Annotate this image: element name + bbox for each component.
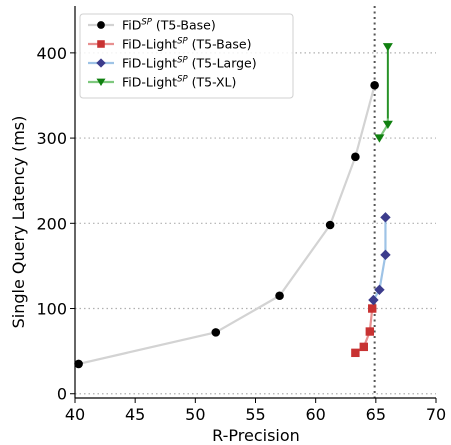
y-tick-label-4: 400 <box>36 44 67 63</box>
y-tick-label-0: 0 <box>57 385 67 404</box>
series-2-point-0 <box>368 294 379 306</box>
series-0-point-0 <box>74 359 83 369</box>
series-0-point-1 <box>211 328 221 337</box>
legend-swatch-marker-3 <box>96 78 106 87</box>
series-0-point-3 <box>325 220 335 230</box>
legend-box <box>79 13 294 99</box>
y-axis-label: Single Query Latency (ms) <box>9 116 28 329</box>
y-tick-label-2: 200 <box>36 214 67 233</box>
x-tick-label-2: 50 <box>185 405 205 424</box>
x-tick-label-1: 45 <box>125 405 145 424</box>
series-2-point-3 <box>380 212 391 223</box>
series-3-point-0 <box>374 134 385 143</box>
series-1-point-3 <box>368 304 377 313</box>
y-tick-label-3: 300 <box>36 129 67 148</box>
x-tick-label-3: 55 <box>245 405 265 424</box>
series-2-point-1 <box>374 284 385 295</box>
axes-layer: 0 100 200 300 400 40 45 50 55 60 65 70 <box>36 6 446 424</box>
legend-entry-1: FiD-LightSP (T5-Base) <box>122 37 251 52</box>
series-2-point-2 <box>380 249 391 261</box>
series-3-point-1 <box>382 120 393 129</box>
series-0-point-4 <box>351 152 360 162</box>
x-tick-label-4: 60 <box>305 405 325 424</box>
x-tick-label-6: 70 <box>426 405 446 424</box>
series-1-point-2 <box>365 327 375 336</box>
series-1-line <box>354 308 374 354</box>
legend-swatch-marker-0 <box>97 21 105 29</box>
x-tick-label-0: 40 <box>65 405 85 424</box>
series-0-point-2 <box>275 291 284 301</box>
legend-entry-2: FiD-LightSP (T5-Large) <box>122 56 257 71</box>
series-1-point-1 <box>359 342 368 352</box>
legend-entry-3: FiD-LightSP (T5-XL) <box>122 75 236 90</box>
y-tick-label-1: 100 <box>36 300 67 319</box>
series-2-line <box>372 217 387 301</box>
series-1-point-0 <box>351 348 360 358</box>
series-0-line <box>78 84 376 365</box>
series-0-point-5 <box>370 80 379 90</box>
series-layer <box>74 43 393 369</box>
legend-entry-0: FiDSP (T5-Base) <box>122 18 216 33</box>
legend-swatch-marker-1 <box>97 40 105 48</box>
legend-swatch-marker-2 <box>96 58 106 68</box>
legend: FiDSP (T5-Base) FiD-LightSP (T5-Base) FiD-… <box>79 13 294 99</box>
x-axis-label: R-Precision <box>212 426 300 445</box>
x-tick-label-5: 65 <box>366 405 386 424</box>
grid-layer <box>75 52 436 395</box>
